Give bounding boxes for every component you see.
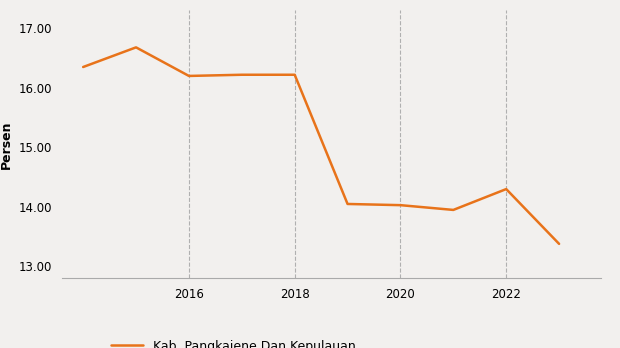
Kab. Pangkajene Dan Kepulauan <box>397 203 404 207</box>
Kab. Pangkajene Dan Kepulauan <box>291 73 298 77</box>
Kab. Pangkajene Dan Kepulauan <box>185 74 193 78</box>
Kab. Pangkajene Dan Kepulauan <box>238 73 246 77</box>
Legend: Kab. Pangkajene Dan Kepulauan: Kab. Pangkajene Dan Kepulauan <box>112 340 355 348</box>
Kab. Pangkajene Dan Kepulauan <box>502 187 510 191</box>
Kab. Pangkajene Dan Kepulauan <box>79 65 87 69</box>
Kab. Pangkajene Dan Kepulauan <box>450 208 457 212</box>
Kab. Pangkajene Dan Kepulauan <box>344 202 352 206</box>
Line: Kab. Pangkajene Dan Kepulauan: Kab. Pangkajene Dan Kepulauan <box>83 47 559 244</box>
Y-axis label: Persen: Persen <box>0 120 13 169</box>
Kab. Pangkajene Dan Kepulauan <box>556 242 563 246</box>
Kab. Pangkajene Dan Kepulauan <box>132 45 140 49</box>
